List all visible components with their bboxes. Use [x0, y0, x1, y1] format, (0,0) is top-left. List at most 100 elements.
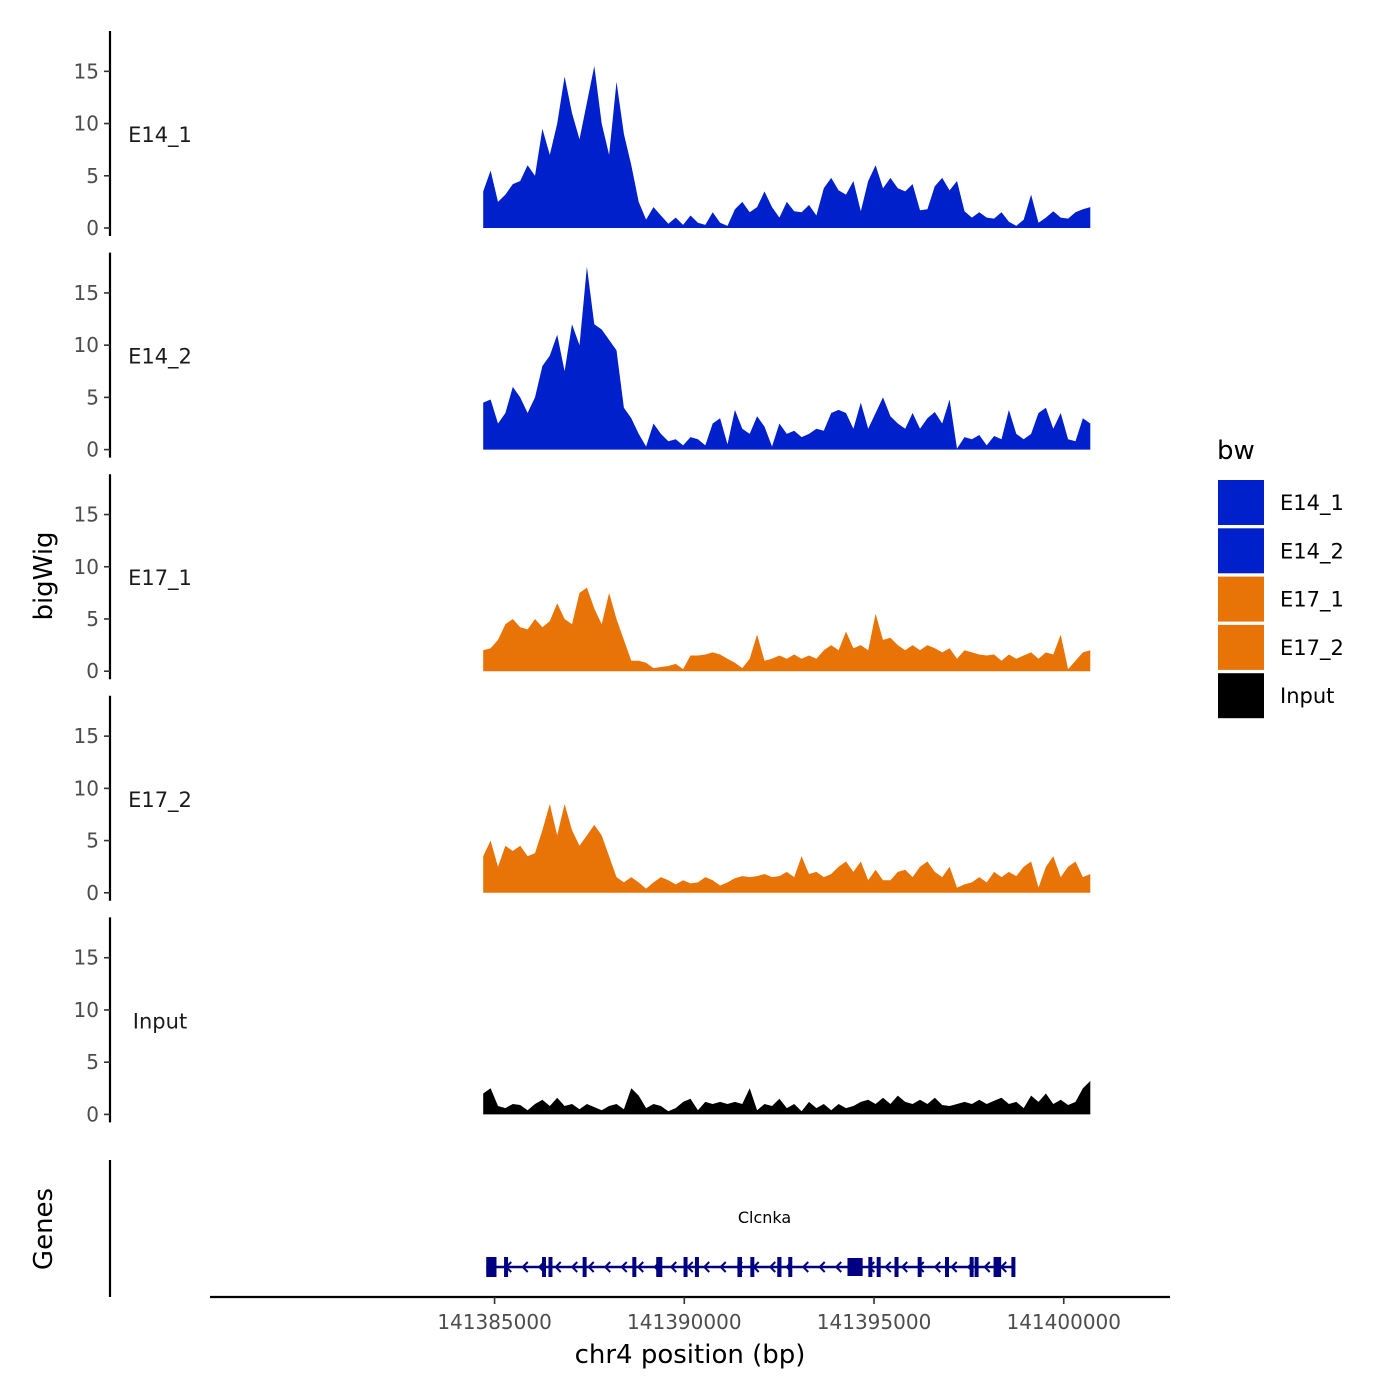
exon: [868, 1257, 873, 1277]
track-Input: 0 5 10 15 Input: [74, 917, 1091, 1126]
y-tick-label: 5: [86, 164, 99, 188]
legend-label: E14_1: [1280, 491, 1344, 516]
signal-area-E17_1: [483, 587, 1091, 672]
y-tick-label: 5: [86, 385, 99, 409]
strand-arrow: [999, 1261, 1007, 1273]
exon: [917, 1257, 922, 1277]
strand-arrow: [521, 1261, 529, 1273]
genes-axis-title: Genes: [29, 1188, 59, 1270]
strand-arrow: [669, 1261, 677, 1273]
y-tick-label: 0: [86, 881, 99, 905]
exon: [1011, 1257, 1016, 1277]
strand-arrow: [554, 1261, 562, 1273]
track-E17_1: 0 5 10 15 E17_1: [74, 474, 1091, 683]
track-label: E17_1: [128, 566, 192, 591]
signal-area-E14_2: [483, 266, 1091, 450]
signal-area-Input: [483, 1081, 1091, 1115]
legend-swatch: [1218, 480, 1264, 525]
strand-arrow: [620, 1261, 628, 1273]
legend-title: bw: [1217, 436, 1255, 466]
exon: [876, 1257, 881, 1277]
strand-arrow: [719, 1261, 727, 1273]
y-tick-label: 15: [74, 724, 99, 748]
signal-area-E14_1: [483, 66, 1091, 228]
exon: [788, 1257, 793, 1277]
strand-arrow: [768, 1261, 776, 1273]
strand-arrow: [686, 1261, 694, 1273]
legend-swatch: [1218, 624, 1264, 670]
legend: bw E14_1 E14_2 E17_1 E17_2 Input: [1217, 436, 1344, 719]
strand-arrow: [587, 1261, 595, 1273]
y-axis-title: bigWig: [29, 531, 59, 620]
strand-arrow: [570, 1261, 578, 1273]
legend-label: Input: [1280, 684, 1334, 708]
strand-arrow: [983, 1261, 991, 1273]
exon: [582, 1257, 587, 1277]
exon: [486, 1257, 497, 1277]
y-tick-label: 15: [74, 281, 99, 305]
exon: [993, 1257, 1002, 1277]
exon: [542, 1257, 547, 1277]
y-tick-label: 15: [74, 59, 99, 83]
y-tick-label: 5: [86, 829, 99, 853]
strand-arrow: [884, 1261, 892, 1273]
y-tick-label: 5: [86, 607, 99, 631]
x-tick-label: 141400000: [1006, 1310, 1121, 1334]
exon: [969, 1257, 974, 1277]
y-tick-label: 0: [86, 1102, 99, 1126]
exon: [944, 1257, 949, 1277]
exon: [974, 1257, 979, 1277]
exon: [847, 1258, 863, 1276]
tracks-layer: 0 5 10 15 E14_1 0 5 10 15 E14_2 0 5 10 15 E17_1 0 5 10 15 E…: [74, 31, 1091, 1126]
strand-arrow: [818, 1261, 826, 1273]
signal-area-E17_2: [483, 804, 1091, 893]
exon: [504, 1257, 509, 1277]
legend-label: E17_1: [1280, 588, 1344, 613]
track-E14_1: 0 5 10 15 E14_1: [74, 31, 1091, 240]
y-tick-label: 10: [74, 555, 99, 579]
y-tick-label: 10: [74, 776, 99, 800]
x-tick-label: 141390000: [627, 1310, 742, 1334]
exon: [683, 1257, 688, 1277]
x-axis: 141385000 141390000 141395000 141400000: [210, 1295, 1170, 1334]
strand-arrow: [603, 1261, 611, 1273]
track-E17_2: 0 5 10 15 E17_2: [74, 695, 1091, 905]
y-tick-label: 0: [86, 216, 99, 240]
legend-label: E14_2: [1280, 539, 1344, 564]
genes-track: Clcnka: [108, 1160, 1016, 1297]
track-label: Input: [133, 1009, 187, 1033]
strand-arrow: [834, 1261, 842, 1273]
y-tick-label: 15: [74, 946, 99, 970]
exon: [694, 1257, 699, 1277]
y-tick-label: 0: [86, 438, 99, 462]
strand-arrow: [950, 1261, 958, 1273]
legend-label: E17_2: [1280, 636, 1344, 661]
exon: [777, 1257, 782, 1277]
y-tick-label: 10: [74, 112, 99, 136]
strand-arrow: [900, 1261, 908, 1273]
x-tick-label: 141395000: [817, 1310, 932, 1334]
y-tick-label: 15: [74, 503, 99, 527]
exon: [737, 1257, 742, 1277]
strand-arrow: [933, 1261, 941, 1273]
y-tick-label: 0: [86, 659, 99, 683]
x-axis-title: chr4 position (bp): [575, 1340, 806, 1370]
x-tick-label: 141385000: [437, 1310, 552, 1334]
exon: [632, 1257, 637, 1277]
exon: [548, 1257, 553, 1277]
track-label: E17_2: [128, 788, 192, 813]
y-tick-label: 10: [74, 998, 99, 1022]
y-tick-label: 5: [86, 1050, 99, 1074]
exon: [750, 1257, 755, 1277]
strand-arrow: [702, 1261, 710, 1273]
track-label: E14_1: [128, 123, 192, 148]
strand-arrow: [636, 1261, 644, 1273]
strand-arrow: [801, 1261, 809, 1273]
y-tick-label: 10: [74, 333, 99, 357]
track-E14_2: 0 5 10 15 E14_2: [74, 252, 1091, 462]
legend-swatch: [1218, 528, 1264, 574]
exon: [656, 1257, 663, 1277]
legend-swatch: [1218, 576, 1264, 622]
gene-label: Clcnka: [738, 1208, 791, 1227]
